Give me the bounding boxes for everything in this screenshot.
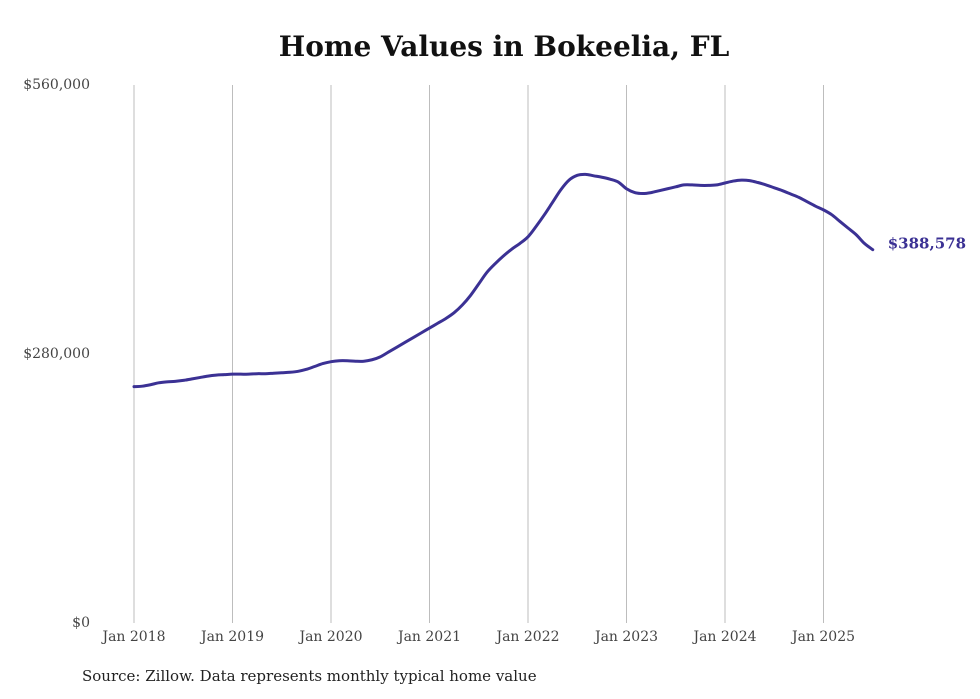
x-tick-label: Jan 2022 xyxy=(494,629,559,645)
x-tick-label: Jan 2019 xyxy=(199,629,264,645)
x-tick-label: Jan 2018 xyxy=(100,629,165,645)
series-line xyxy=(132,172,875,389)
x-tick-label: Jan 2020 xyxy=(297,629,362,645)
y-tick-label: $280,000 xyxy=(23,346,90,362)
y-tick-label: $0 xyxy=(72,615,90,631)
chart-title: Home Values in Bokeelia, FL xyxy=(278,30,730,63)
x-tick-label: Jan 2021 xyxy=(396,629,461,645)
x-axis-ticks: Jan 2018 Jan 2019 Jan 2020 Jan 2021 Jan 2022… xyxy=(100,629,855,645)
gridlines xyxy=(133,85,824,623)
series-lines xyxy=(132,172,875,389)
source-note: Source: Zillow. Data represents monthly … xyxy=(82,667,537,685)
y-axis-ticks: $0 $280,000 $560,000 xyxy=(23,77,90,631)
x-tick-label: Jan 2023 xyxy=(593,629,658,645)
y-tick-label: $560,000 xyxy=(23,77,90,93)
end-value-label: $388,578 xyxy=(888,235,966,253)
end-labels: $388,578 xyxy=(888,235,966,253)
x-tick-label: Jan 2024 xyxy=(691,629,756,645)
x-tick-label: Jan 2025 xyxy=(790,629,855,645)
